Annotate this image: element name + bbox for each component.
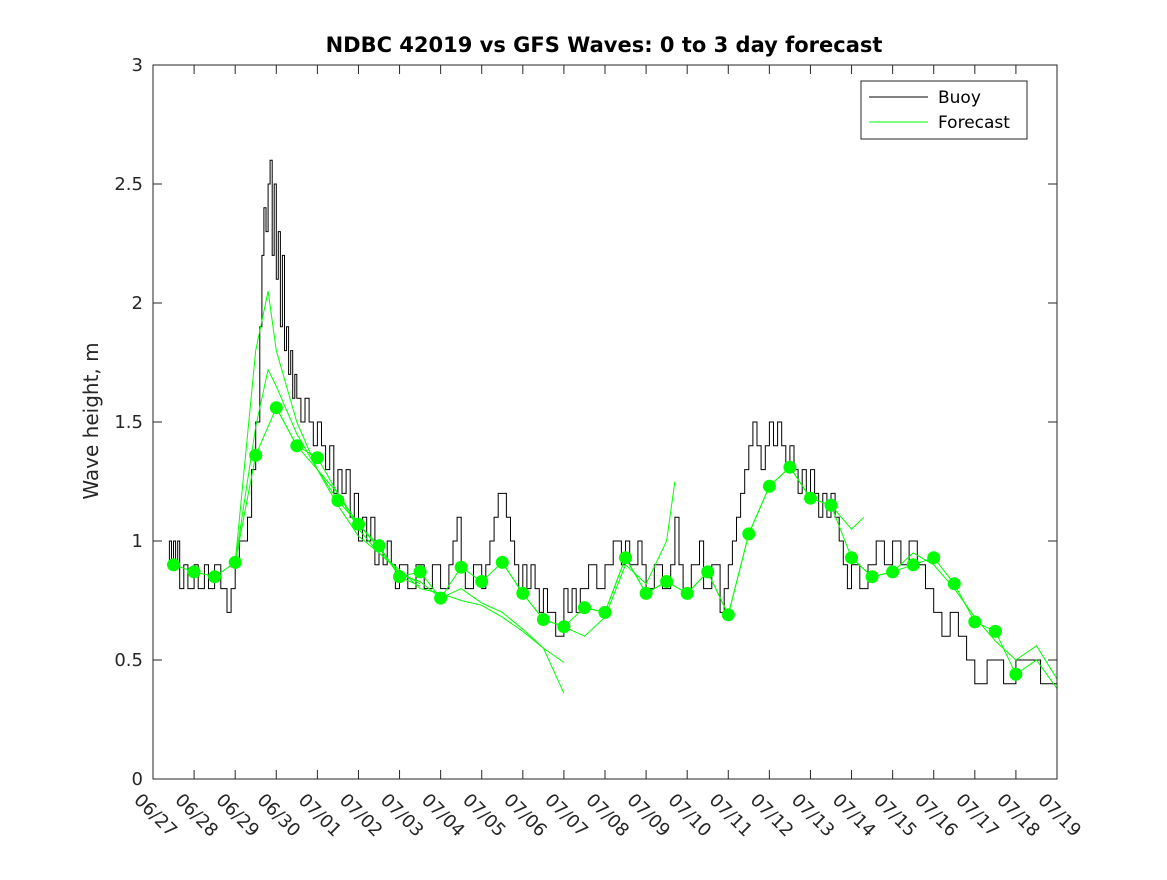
- forecast-marker-31: [783, 460, 797, 474]
- y-tick-label: 2.5: [114, 174, 143, 195]
- forecast-marker-32: [804, 491, 817, 505]
- plot-area: [167, 159, 1058, 694]
- forecast-marker-36: [886, 565, 900, 579]
- forecast-marker-34: [845, 551, 858, 565]
- forecast-marker-10: [352, 517, 365, 531]
- forecast-marker-21: [578, 601, 591, 615]
- legend: Buoy Forecast: [860, 80, 1028, 140]
- y-tick-label: 2: [132, 293, 143, 314]
- legend-box: [860, 80, 1028, 140]
- forecast-marker-13: [413, 565, 427, 579]
- forecast-marker-42: [1009, 667, 1023, 681]
- forecast-marker-9: [331, 494, 345, 507]
- legend-forecast-label: Forecast: [938, 113, 1010, 133]
- forecast-marker-28: [721, 608, 735, 622]
- forecast-marker-18: [516, 586, 530, 600]
- forecast-marker-23: [619, 551, 632, 565]
- chart-title: NDBC 42019 vs GFS Waves: 0 to 3 day fore…: [326, 33, 883, 57]
- forecast-marker-27: [701, 565, 715, 579]
- y-tick-label: 0: [132, 769, 143, 790]
- forecast-marker-29: [742, 527, 756, 541]
- forecast-marker-24: [639, 586, 653, 600]
- forecast-run-line-4: [275, 407, 565, 694]
- y-tick-label: 0.5: [114, 650, 143, 671]
- forecast-marker-5: [249, 448, 263, 462]
- forecast-marker-40: [968, 615, 982, 629]
- forecast-marker-20: [557, 620, 571, 634]
- legend-buoy-label: Buoy: [938, 88, 981, 108]
- forecast-marker-2: [187, 565, 201, 579]
- forecast-marker-1: [167, 558, 180, 572]
- forecast-marker-14: [434, 591, 448, 605]
- forecast-run-line-6: [501, 481, 676, 637]
- y-tick-label: 1: [132, 531, 143, 552]
- forecast-marker-8: [310, 451, 324, 465]
- forecast-marker-22: [598, 605, 612, 619]
- forecast-marker-35: [865, 570, 879, 584]
- y-tick-label: 3: [132, 55, 143, 76]
- forecast-marker-3: [208, 570, 222, 584]
- forecast-marker-41: [988, 624, 1002, 638]
- forecast-marker-19: [536, 613, 550, 626]
- forecast-marker-16: [475, 575, 489, 588]
- forecast-marker-38: [927, 551, 941, 565]
- forecast-marker-17: [495, 555, 509, 569]
- forecast-marker-37: [906, 558, 920, 572]
- forecast-marker-6: [269, 401, 283, 415]
- forecast-marker-4: [228, 555, 242, 569]
- forecast-marker-12: [393, 570, 406, 584]
- y-axis-label: Wave height, m: [79, 342, 103, 499]
- forecast-marker-30: [762, 479, 776, 493]
- y-tick-label: 1.5: [114, 412, 143, 433]
- forecast-marker-25: [660, 575, 674, 588]
- forecast-marker-7: [290, 439, 304, 453]
- forecast-marker-39: [947, 577, 961, 591]
- forecast-marker-15: [454, 560, 468, 574]
- forecast-marker-26: [680, 586, 694, 600]
- forecast-marker-11: [372, 539, 386, 553]
- forecast-marker-33: [824, 498, 838, 512]
